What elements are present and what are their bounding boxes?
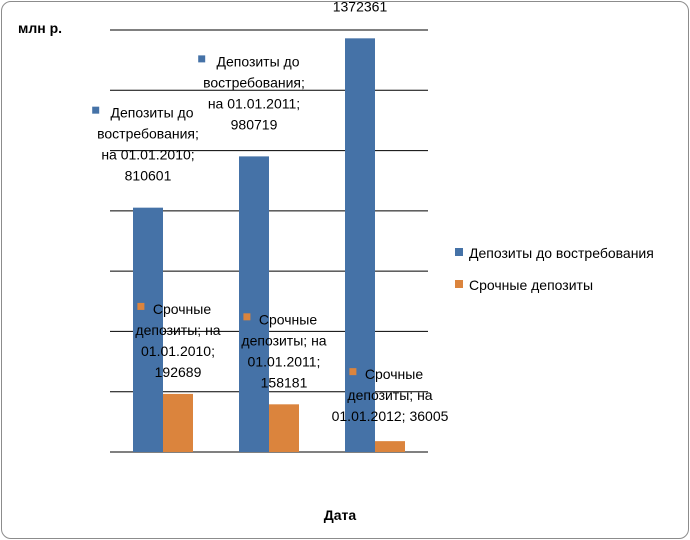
legend-label-term-deposits: Срочные депозиты (469, 277, 593, 293)
bar-term-deposits-01-01-2011 (269, 404, 299, 452)
data-label-line: 01.01.2012; 36005 (332, 408, 449, 424)
data-label-line: 980719 (231, 116, 278, 132)
data-label-line: депозиты; на (347, 387, 432, 403)
data-label-marker (243, 313, 251, 321)
data-label-line: на 01.01.2010; (101, 147, 194, 163)
data-label-term-deposits-01-01-2012: Срочные депозиты; на 01.01.2012; 36005 (332, 366, 449, 424)
data-label-line: 01.01.2011; (248, 353, 321, 369)
data-label-line: депозиты; на (241, 332, 326, 348)
data-label-line: 1372361 (333, 0, 388, 14)
data-labels: Депозиты до востребования; на 01.01.2010; 8… (92, 0, 449, 424)
data-label-term-deposits-01-01-2010: Срочные депозиты; на 01.01.2010; 192689 (135, 301, 220, 380)
data-label-line: Депозиты до (216, 53, 299, 69)
data-label-term-deposits-01-01-2011: Срочные депозиты; на 01.01.2011; 158181 (241, 311, 326, 390)
data-label-line: 158181 (261, 374, 308, 390)
data-label-line: депозиты; на (135, 322, 220, 338)
bar-demand-deposits-01-01-2011 (239, 156, 269, 452)
legend-swatch-term-deposits (455, 280, 463, 288)
data-label-marker (137, 302, 145, 310)
bar-demand-deposits-01-01-2012 (345, 38, 375, 453)
data-label-line: 810601 (125, 168, 172, 184)
data-label-demand-deposits-01-01-2010: Депозиты до востребования; на 01.01.2010; 8… (92, 105, 199, 184)
data-label-line: на 01.01.2011; (208, 95, 300, 111)
data-label-marker (198, 55, 206, 63)
data-label-line: Срочные (259, 311, 317, 327)
bar-term-deposits-01-01-2010 (163, 393, 193, 452)
data-label-line: востребования; (97, 126, 199, 142)
legend-label-demand-deposits: Депозиты до востребования (469, 245, 654, 261)
data-label-line: Срочные (153, 301, 211, 317)
legend-swatch-demand-deposits (455, 248, 463, 256)
bars (133, 38, 405, 453)
data-label-demand-deposits-01-01-2011: Депозиты до востребования; на 01.01.2011; 9… (198, 53, 305, 132)
bar-demand-deposits-01-01-2010 (133, 207, 163, 452)
data-label-line: Срочные (365, 366, 423, 382)
data-label-line: востребования; (203, 74, 305, 90)
x-axis-label: Дата (324, 507, 357, 523)
data-label-marker (349, 368, 357, 376)
bar-term-deposits-01-01-2012 (375, 441, 405, 452)
data-label-line: 192689 (155, 364, 202, 380)
y-axis-label: млн р. (18, 20, 62, 36)
data-label-marker (92, 106, 100, 114)
data-label-line: 01.01.2010; (141, 343, 215, 359)
legend: Депозиты до востребования Срочные депози… (455, 245, 654, 293)
data-label-line: Депозиты до (110, 105, 193, 121)
